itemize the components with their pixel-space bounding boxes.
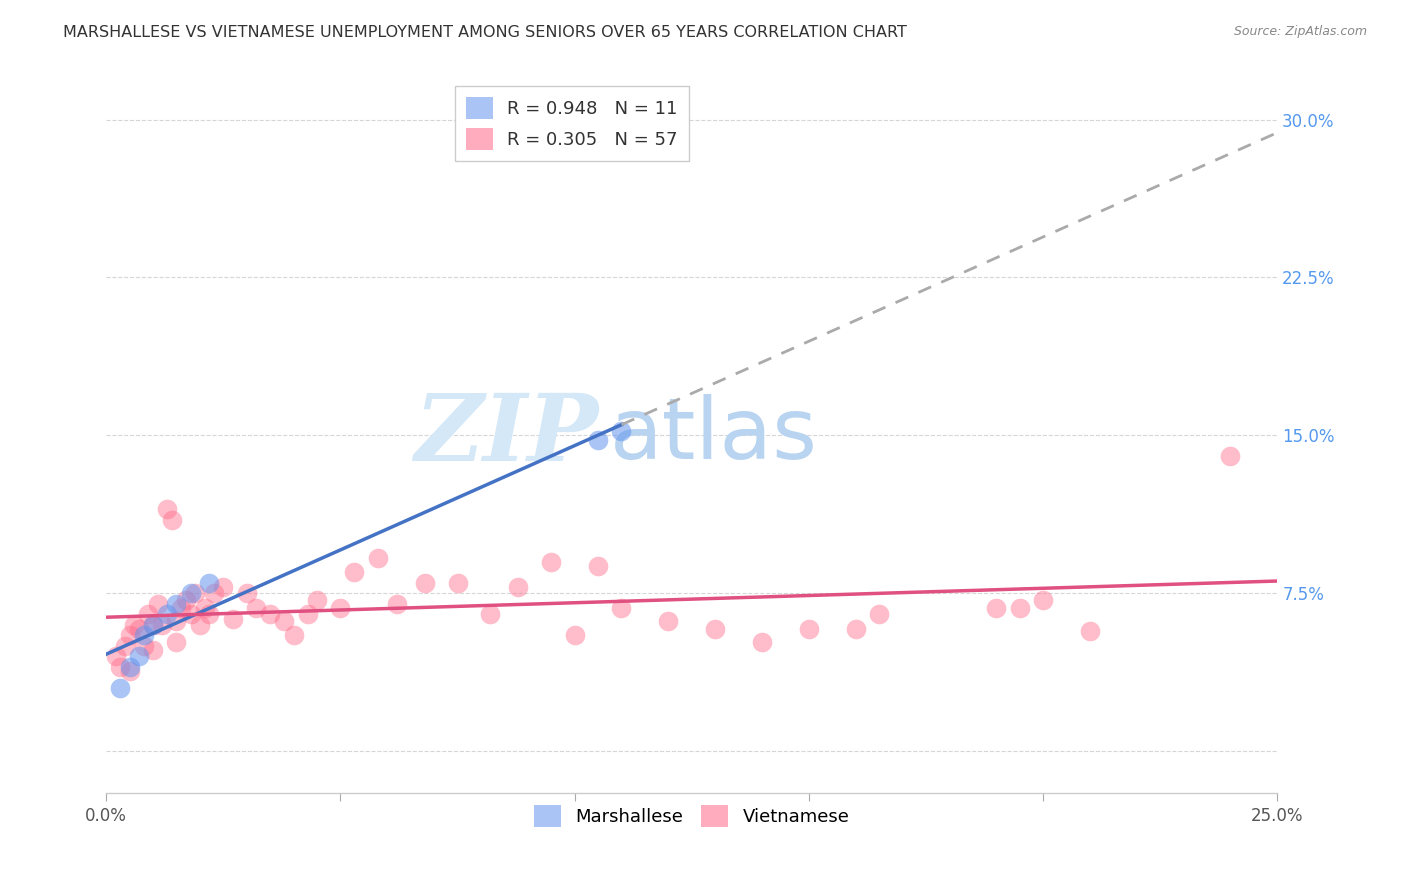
- Point: [657, 614, 679, 628]
- Point: [160, 513, 183, 527]
- Point: [236, 586, 259, 600]
- Point: [367, 550, 389, 565]
- Text: ZIP: ZIP: [413, 391, 598, 481]
- Point: [132, 639, 155, 653]
- Point: [118, 628, 141, 642]
- Point: [1219, 450, 1241, 464]
- Text: atlas: atlas: [610, 394, 818, 477]
- Point: [413, 575, 436, 590]
- Point: [751, 634, 773, 648]
- Point: [343, 566, 366, 580]
- Point: [146, 597, 169, 611]
- Point: [180, 586, 202, 600]
- Point: [202, 586, 225, 600]
- Point: [124, 618, 146, 632]
- Point: [180, 607, 202, 622]
- Point: [259, 607, 281, 622]
- Point: [845, 622, 868, 636]
- Point: [114, 639, 136, 653]
- Point: [142, 618, 165, 632]
- Point: [868, 607, 890, 622]
- Point: [166, 597, 188, 611]
- Point: [118, 660, 141, 674]
- Point: [156, 607, 179, 622]
- Point: [128, 622, 150, 636]
- Point: [508, 580, 530, 594]
- Point: [385, 597, 408, 611]
- Point: [797, 622, 820, 636]
- Point: [986, 601, 1008, 615]
- Legend: Marshallese, Vietnamese: Marshallese, Vietnamese: [527, 798, 856, 834]
- Point: [142, 618, 165, 632]
- Point: [166, 634, 188, 648]
- Point: [118, 664, 141, 678]
- Point: [222, 611, 245, 625]
- Point: [188, 618, 211, 632]
- Point: [138, 607, 160, 622]
- Point: [184, 586, 207, 600]
- Point: [1032, 592, 1054, 607]
- Text: Source: ZipAtlas.com: Source: ZipAtlas.com: [1233, 25, 1367, 38]
- Point: [156, 502, 179, 516]
- Point: [128, 649, 150, 664]
- Point: [540, 555, 562, 569]
- Point: [212, 580, 235, 594]
- Point: [174, 592, 197, 607]
- Point: [586, 558, 609, 573]
- Point: [194, 601, 217, 615]
- Point: [305, 592, 328, 607]
- Point: [297, 607, 319, 622]
- Point: [142, 643, 165, 657]
- Point: [446, 575, 468, 590]
- Point: [110, 681, 132, 695]
- Point: [198, 575, 221, 590]
- Point: [564, 628, 586, 642]
- Text: MARSHALLESE VS VIETNAMESE UNEMPLOYMENT AMONG SENIORS OVER 65 YEARS CORRELATION C: MARSHALLESE VS VIETNAMESE UNEMPLOYMENT A…: [63, 25, 907, 40]
- Point: [283, 628, 305, 642]
- Point: [170, 601, 193, 615]
- Point: [110, 660, 132, 674]
- Point: [586, 433, 609, 447]
- Point: [610, 424, 633, 438]
- Point: [1078, 624, 1101, 639]
- Point: [1008, 601, 1031, 615]
- Point: [273, 614, 295, 628]
- Point: [104, 649, 127, 664]
- Point: [245, 601, 267, 615]
- Point: [132, 628, 155, 642]
- Point: [198, 607, 221, 622]
- Point: [704, 622, 727, 636]
- Point: [152, 618, 174, 632]
- Point: [479, 607, 502, 622]
- Point: [610, 601, 633, 615]
- Point: [166, 614, 188, 628]
- Point: [329, 601, 352, 615]
